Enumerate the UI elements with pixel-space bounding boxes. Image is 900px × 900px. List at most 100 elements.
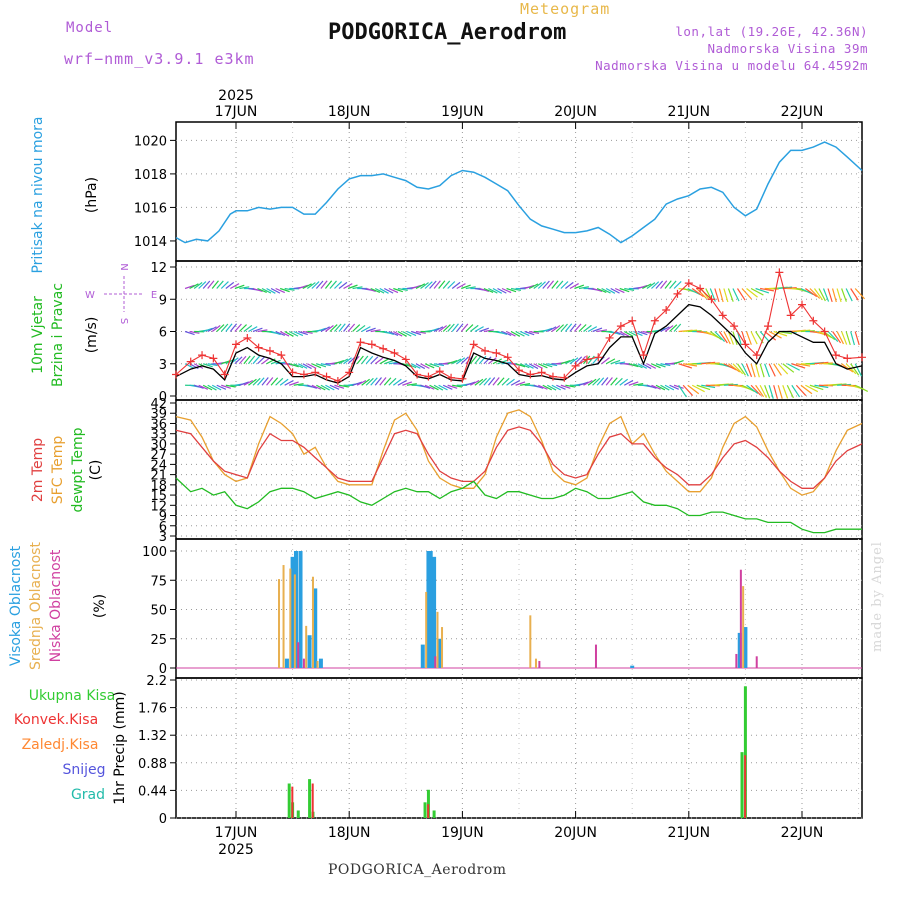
wind-gust-marker — [186, 357, 195, 366]
y-tick-label: 33 — [150, 428, 167, 443]
t2m-title: 2m Temp — [30, 438, 46, 502]
wind-barb — [451, 358, 462, 365]
wind-barb — [325, 325, 334, 332]
wind-barb — [252, 287, 263, 293]
wind-barb — [610, 330, 621, 336]
y-tick-label: 1014 — [134, 235, 167, 250]
wind-barb — [334, 281, 343, 289]
wind-barb — [230, 283, 240, 290]
wind-barb — [302, 330, 313, 334]
cloud-bar-high — [318, 658, 323, 668]
wind-barb — [383, 377, 392, 386]
wind-barb — [248, 326, 258, 333]
wind-barb — [279, 287, 290, 293]
wind-barb — [397, 379, 407, 386]
wind-barb — [225, 384, 236, 388]
wind-barb — [384, 330, 395, 336]
wind-gust-marker — [684, 279, 693, 288]
wind-barb — [252, 327, 263, 333]
precip-bar — [744, 755, 747, 818]
wind-barb — [239, 286, 250, 290]
wind-barb — [696, 384, 711, 391]
wind-barb — [220, 323, 229, 332]
wind-barb — [664, 325, 674, 332]
wind-barb — [420, 363, 430, 369]
wind-barb — [429, 280, 437, 289]
wind-barb — [406, 330, 417, 337]
wind-barb — [189, 283, 199, 290]
x-day-label-bottom: 19JUN — [441, 825, 484, 841]
wind-barb — [374, 377, 382, 386]
wind-barb — [597, 329, 608, 333]
wind-barb — [687, 287, 701, 296]
wind-barb — [311, 363, 322, 369]
wind-barb — [841, 363, 854, 373]
wind-barb — [655, 363, 666, 368]
wind-barb — [678, 384, 687, 398]
wind-barb — [646, 384, 657, 389]
wind-barb — [533, 282, 543, 289]
y-tick-label: 36 — [150, 417, 167, 432]
wind-barb — [270, 287, 281, 294]
wind-barb — [709, 331, 722, 341]
wind-barb — [275, 287, 285, 294]
x-day-label-bottom: 18JUN — [328, 825, 371, 841]
wind-barb — [610, 377, 618, 386]
wind-barb — [542, 363, 553, 368]
wind-barb — [270, 377, 279, 386]
wind-barb — [601, 377, 609, 386]
wind-barb — [773, 385, 779, 399]
wind-gust-marker — [752, 351, 761, 360]
wind-barb — [211, 280, 219, 289]
y-tick-label: 6 — [159, 326, 167, 341]
wind-barb — [492, 287, 503, 294]
cloud-bar-mid — [316, 660, 319, 668]
wind-barb — [718, 331, 728, 344]
wind-barb — [211, 384, 222, 391]
wind-barb — [365, 327, 376, 333]
wind-barb — [243, 324, 253, 332]
wind-barb — [795, 384, 807, 396]
compass-w: W — [85, 290, 95, 301]
wind-barb — [854, 288, 866, 300]
wind-barb — [506, 378, 515, 386]
wind-barb — [356, 355, 364, 365]
wind-barb — [343, 283, 353, 290]
wind-barb — [465, 381, 476, 386]
wind-barb — [673, 281, 682, 289]
wind-unit: (m/s) — [84, 317, 100, 354]
wind-barb — [578, 355, 587, 365]
cloud-bar-mid — [278, 579, 281, 668]
wind-barb — [207, 384, 217, 391]
wind-barb — [397, 287, 408, 291]
cloud-bar-high — [630, 665, 635, 668]
wind-barb — [687, 384, 700, 395]
wind-barb — [759, 363, 765, 378]
cloud-bar-low — [434, 656, 437, 668]
y-tick-label: 50 — [150, 604, 167, 619]
y-tick-label: 39 — [150, 407, 167, 422]
dewpoint-title: dewpt Temp — [70, 427, 86, 512]
wind-gust-marker — [243, 333, 252, 342]
wind-barb — [229, 323, 238, 332]
wind-barb — [456, 357, 466, 365]
wind-barb — [555, 280, 564, 289]
wind-barb — [456, 283, 466, 290]
wind-barb — [221, 384, 231, 389]
wind-barb — [374, 357, 384, 365]
wind-barb — [750, 384, 762, 396]
wind-gust-marker — [809, 316, 818, 325]
wind-gust-marker — [265, 346, 274, 355]
wind-barb — [452, 384, 463, 388]
wind-barb — [574, 284, 585, 290]
precip-bar — [426, 789, 430, 818]
wind-barb — [854, 363, 863, 377]
wind-barb — [429, 363, 440, 368]
x-day-label-top: 19JUN — [441, 104, 484, 120]
x-day-label-bottom: 20JUN — [554, 825, 597, 841]
cloud-bar-high — [737, 632, 742, 668]
wind-barb — [565, 384, 576, 388]
cloud-bar-high — [426, 551, 431, 668]
wind-barb — [315, 280, 324, 289]
wind-barb — [745, 363, 753, 378]
